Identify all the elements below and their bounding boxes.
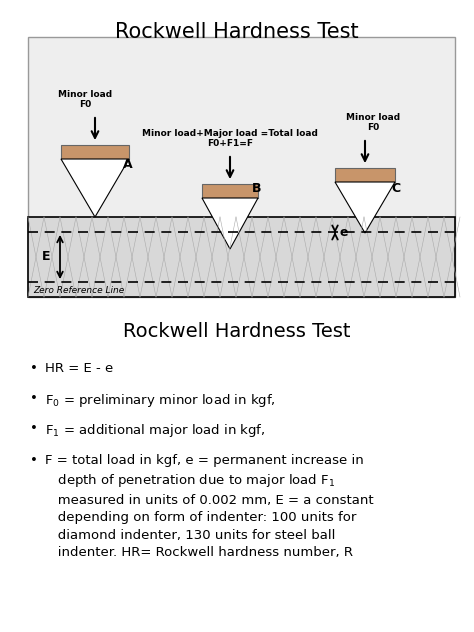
Bar xyxy=(61,145,129,159)
Text: F = total load in kgf, e = permanent increase in
   depth of penetration due to : F = total load in kgf, e = permanent inc… xyxy=(45,454,374,559)
Text: Minor load
F0: Minor load F0 xyxy=(346,112,400,132)
Bar xyxy=(202,184,258,198)
Polygon shape xyxy=(202,198,258,249)
Polygon shape xyxy=(61,159,129,217)
Text: F$_1$ = additional major load in kgf,: F$_1$ = additional major load in kgf, xyxy=(45,422,265,439)
Text: Rockwell Hardness Test: Rockwell Hardness Test xyxy=(115,22,359,42)
Text: A: A xyxy=(123,159,133,171)
Bar xyxy=(335,168,395,182)
Text: Minor load
F0: Minor load F0 xyxy=(58,90,112,109)
Text: C: C xyxy=(391,181,400,195)
Text: Zero Reference Line: Zero Reference Line xyxy=(33,286,124,295)
Text: •: • xyxy=(30,422,38,435)
Text: HR = E - e: HR = E - e xyxy=(45,362,113,375)
Text: •: • xyxy=(30,362,38,375)
Text: •: • xyxy=(30,454,38,467)
Text: •: • xyxy=(30,392,38,405)
Text: Minor load+Major load =Total load
F0+F1=F: Minor load+Major load =Total load F0+F1=… xyxy=(142,128,318,148)
Polygon shape xyxy=(335,182,395,233)
Text: F$_0$ = preliminary minor load in kgf,: F$_0$ = preliminary minor load in kgf, xyxy=(45,392,276,409)
Text: Rockwell Hardness Test: Rockwell Hardness Test xyxy=(123,322,351,341)
Text: E: E xyxy=(42,250,50,264)
Bar xyxy=(28,37,455,297)
Bar xyxy=(28,217,455,297)
Text: e: e xyxy=(340,226,348,239)
Text: B: B xyxy=(252,183,262,195)
